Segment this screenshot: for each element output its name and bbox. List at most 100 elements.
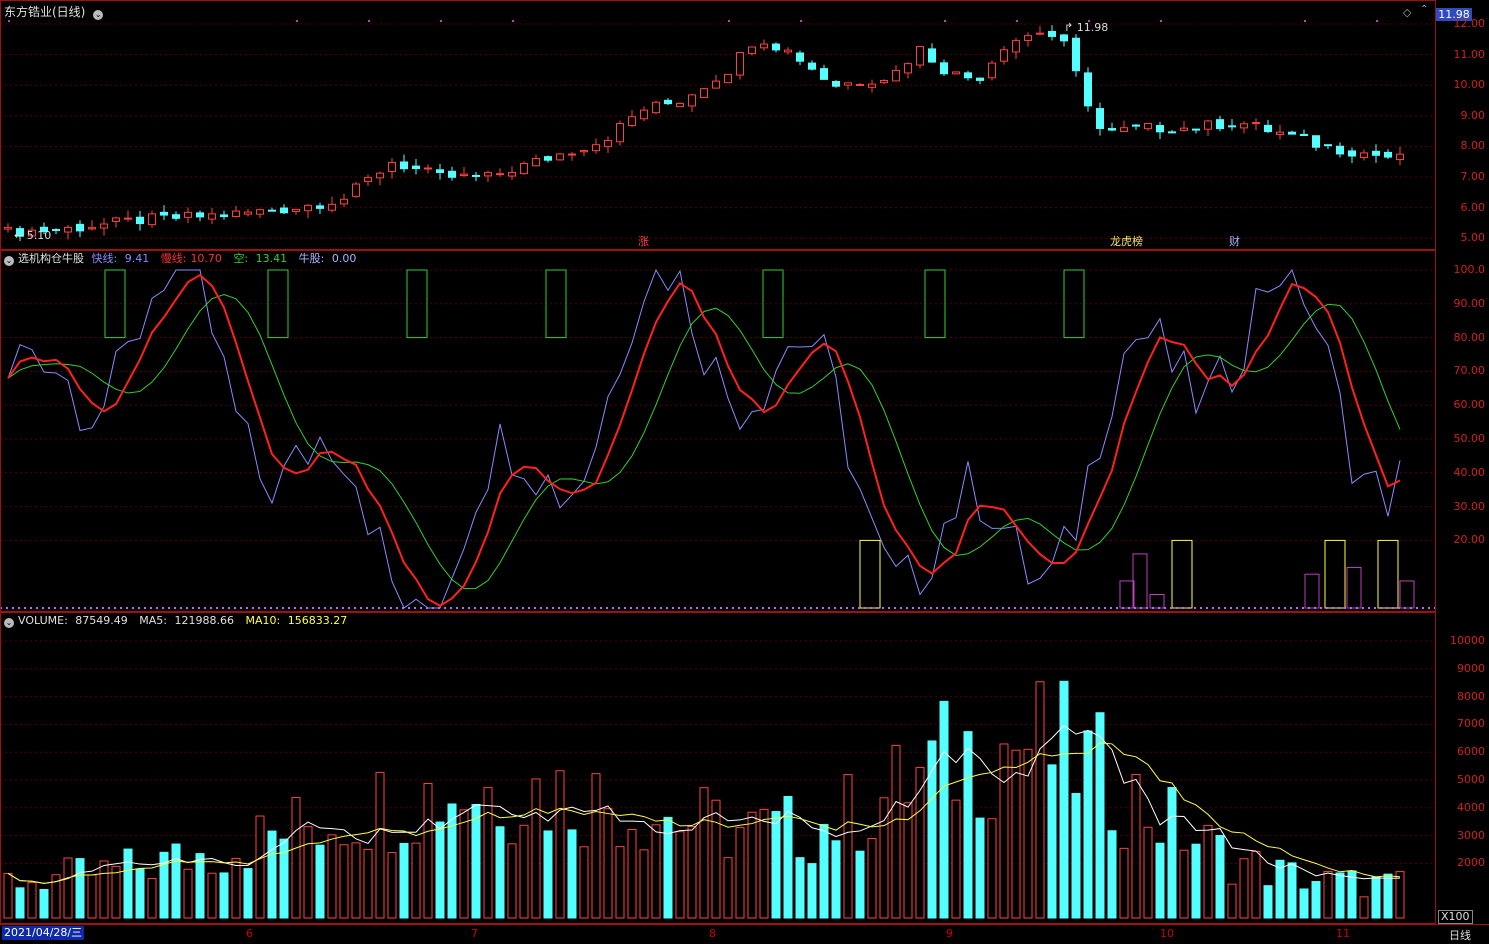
volume-bar [1131, 773, 1141, 919]
volume-bar [975, 817, 985, 919]
candle-body [1144, 122, 1152, 130]
volume-bar [723, 857, 733, 919]
event-longhubang[interactable]: 龙虎榜 [1110, 235, 1143, 248]
volume-bar [939, 700, 949, 919]
candle-body [772, 43, 780, 51]
indicator-panel[interactable] [0, 250, 1436, 612]
volume-bar [1191, 843, 1201, 919]
volume-bar [771, 811, 781, 919]
sell-zone-box [762, 269, 784, 339]
price-panel[interactable] [0, 0, 1436, 250]
candle-body [1108, 128, 1116, 131]
event-zhang[interactable]: 涨 [638, 235, 649, 248]
candle-body [640, 109, 648, 120]
volume-bar [1323, 870, 1333, 919]
ma10-label: MA10: 156833.27 [245, 614, 348, 627]
volume-bar [435, 821, 445, 919]
month-tick-label: 9 [946, 927, 953, 940]
volume-bar [1155, 842, 1165, 919]
volume-bar [1119, 847, 1129, 919]
diamond-icon[interactable]: ◇ [1403, 6, 1412, 19]
candle-body [412, 165, 420, 170]
axis-tick-label: 12.00 [1453, 17, 1486, 30]
volume-bar [195, 853, 205, 919]
empty-line-label: 空: 13.41 [233, 252, 288, 265]
candle-body [976, 77, 984, 81]
volume-bar [447, 803, 457, 919]
volume-bar [315, 844, 325, 919]
axis-tick-label: 8.00 [1460, 139, 1486, 153]
volume-bar [63, 857, 73, 919]
volume-panel[interactable] [0, 612, 1436, 924]
candle-body [880, 79, 888, 84]
volume-bar [1035, 681, 1045, 919]
candle-body [568, 153, 576, 156]
candle-body [988, 62, 996, 79]
candle-body [904, 63, 912, 74]
candle-body [868, 83, 876, 88]
volume-bar [675, 831, 685, 919]
candle-body [724, 73, 732, 84]
stock-title: 东方锆业(日线) [4, 5, 86, 19]
candle-body [1264, 124, 1272, 133]
current-price-box: 11.98 [1436, 8, 1472, 21]
volume-bar [831, 840, 841, 919]
candle-body [556, 153, 564, 161]
volume-bar [1203, 824, 1213, 919]
candle-body [700, 88, 708, 98]
axis-tick-label: 11.00 [1453, 47, 1486, 61]
chevron-up-icon[interactable]: ⌃ [1420, 4, 1429, 15]
axis-tick-label: 4000 [1457, 800, 1485, 814]
event-cai[interactable]: 财 [1229, 235, 1240, 248]
volume-bar [855, 850, 865, 919]
volume-bar [759, 808, 769, 919]
candle-body [1312, 135, 1320, 148]
sell-zone-box [104, 269, 126, 339]
volume-bar [951, 799, 961, 919]
bull-box [1346, 566, 1362, 609]
volume-bar [555, 770, 565, 919]
axis-tick-label: 9.00 [1460, 108, 1486, 122]
candle-body [1156, 125, 1164, 133]
candle-body [1084, 72, 1092, 107]
slow-line [7, 273, 1401, 607]
volume-bar [915, 767, 925, 919]
volume-bar [843, 774, 853, 919]
signal-dot [1304, 20, 1306, 22]
volume-bar [255, 815, 265, 919]
indicator-name: 选机构仓牛股 [18, 252, 84, 265]
candle-body [376, 172, 384, 179]
volume-bar [1263, 885, 1273, 919]
volume-bar [651, 824, 661, 919]
time-axis: 6 7 8 9 10 11 [0, 924, 1489, 944]
volume-bar [15, 887, 25, 919]
axis-tick-label: 3000 [1457, 828, 1485, 842]
buy-zone-box [1324, 539, 1346, 609]
bull-label: 牛股: 0.00 [298, 252, 357, 265]
volume-bar [903, 802, 913, 919]
candle-body [1012, 40, 1020, 53]
period-label[interactable]: 日线 [1449, 929, 1471, 942]
chevron-down-icon[interactable]: ⌄ [4, 256, 14, 266]
volume-bar [279, 838, 289, 919]
signal-dot [296, 20, 298, 22]
axis-tick-label: 8000 [1457, 689, 1485, 703]
volume-bar [267, 830, 277, 919]
volume-bar [699, 787, 709, 919]
chevron-down-icon[interactable]: ⌄ [93, 10, 104, 20]
volume-bar [543, 830, 553, 919]
candle-body [4, 227, 12, 230]
current-date[interactable]: 2021/04/28/三 [2, 926, 85, 940]
volume-bar [1011, 749, 1021, 919]
volume-bar [1275, 859, 1285, 919]
volume-bar [111, 865, 121, 919]
month-tick-label: 7 [471, 927, 478, 940]
candle-body [532, 158, 540, 167]
volume-bar [147, 878, 157, 919]
chevron-down-icon[interactable]: ⌄ [4, 618, 14, 628]
volume-bar [363, 848, 373, 919]
volume-bar [1071, 792, 1081, 919]
candle-body [1276, 131, 1284, 135]
candle-body [796, 52, 804, 62]
candle-body [688, 94, 696, 107]
